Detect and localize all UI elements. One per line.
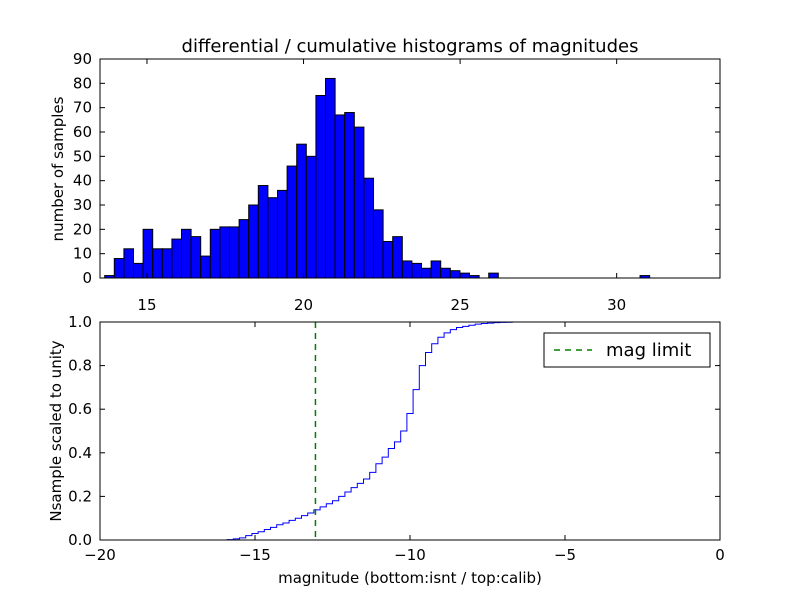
histogram-ytick-label-1: 10	[73, 245, 92, 263]
histogram-bar-13	[229, 226, 240, 279]
histogram-bar-29	[382, 241, 394, 279]
cumulative-y-label: Nsample scaled to unity	[47, 340, 65, 521]
cumulative-xtick-label-4: 0	[715, 546, 725, 564]
histogram-ytick-label-6: 60	[73, 123, 92, 141]
histogram-bar-6	[161, 248, 173, 279]
histogram-ytick-label-4: 40	[73, 172, 92, 190]
histogram-bar-35	[440, 267, 451, 279]
histogram-bar-9	[190, 236, 202, 279]
histogram-bar-28	[373, 209, 384, 279]
histogram-ytick-label-0: 0	[82, 269, 92, 287]
histogram-xtick-label-1: 20	[294, 296, 313, 314]
histogram-bar-8	[181, 228, 192, 279]
histogram-title: differential / cumulative histograms of …	[182, 36, 639, 57]
histogram-bars	[104, 77, 651, 279]
histogram-xtick-label-3: 30	[607, 296, 626, 314]
cumulative-x-label: magnitude (bottom:isnt / top:calib)	[278, 569, 542, 587]
histogram-ytick-label-8: 80	[73, 74, 92, 92]
histogram-bar-24	[334, 114, 346, 279]
cumulative-ytick-label-5: 1.0	[68, 313, 92, 331]
histogram-ytick-label-9: 90	[73, 50, 92, 68]
histogram-ytick-label-7: 70	[73, 99, 92, 117]
histogram-bar-26	[353, 126, 365, 279]
cumulative-ytick-label-4: 0.8	[68, 357, 92, 375]
legend-box	[543, 332, 711, 368]
histogram-bar-30	[392, 236, 403, 279]
histogram-bar-5	[152, 248, 163, 279]
cumulative-ytick-label-1: 0.2	[68, 487, 92, 505]
histogram-bar-40	[488, 272, 499, 279]
histogram-bar-21	[305, 155, 317, 279]
histogram-axes-frame	[99, 58, 721, 279]
cumulative-step-line	[100, 321, 721, 541]
histogram-ytick-label-3: 30	[73, 196, 92, 214]
histogram-bar-31	[401, 260, 413, 279]
legend-label-mag-limit: mag limit	[606, 340, 691, 361]
histogram-ticks: 0 10 20 30 40 50 60 70 80 90 15 20 25 30	[73, 50, 720, 314]
histogram-panel: differential / cumulative histograms of …	[49, 36, 721, 314]
cumulative-xtick-label-3: −5	[554, 546, 576, 564]
histogram-xtick-label-0: 15	[137, 296, 156, 314]
histogram-bar-37	[459, 272, 471, 279]
cumulative-ytick-label-2: 0.4	[68, 444, 92, 462]
histogram-bar-16	[257, 185, 269, 279]
histogram-bar-20	[296, 143, 307, 279]
histogram-bar-32	[411, 262, 423, 279]
histogram-bar-12	[219, 226, 231, 279]
histogram-bar-18	[277, 189, 288, 279]
histogram-y-label: number of samples	[49, 96, 67, 241]
cumulative-xtick-label-1: −15	[239, 546, 271, 564]
cumulative-axes-frame	[99, 321, 721, 541]
histogram-bar-23	[325, 77, 336, 279]
histogram-bar-2	[123, 248, 134, 279]
histogram-xtick-label-2: 25	[451, 296, 470, 314]
cumulative-ytick-label-3: 0.6	[68, 400, 92, 418]
histogram-bar-4	[142, 228, 154, 279]
histogram-bar-34	[430, 260, 442, 279]
legend: mag limit	[543, 332, 711, 368]
histogram-ytick-label-5: 50	[73, 147, 92, 165]
histogram-bar-36	[449, 270, 461, 279]
histogram-bar-27	[363, 177, 375, 279]
cumulative-xtick-label-0: −20	[84, 546, 116, 564]
cumulative-panel: 0.0 0.2 0.4 0.6 0.8 1.0 −20 −15 −10 −5 0 magnitude…	[47, 313, 725, 587]
histogram-bar-22	[315, 95, 327, 279]
histogram-bar-19	[286, 165, 298, 279]
histogram-bar-25	[344, 112, 355, 279]
histogram-bar-1	[113, 258, 125, 279]
histogram-bar-33	[421, 267, 432, 279]
cumulative-ticks: 0.0 0.2 0.4 0.6 0.8 1.0 −20 −15 −10 −5 0	[68, 313, 725, 564]
histogram-bar-3	[132, 262, 144, 279]
cumulative-xtick-label-2: −10	[394, 546, 426, 564]
histogram-bar-11	[209, 228, 221, 279]
histogram-bar-10	[200, 255, 211, 279]
histogram-bar-14	[238, 219, 250, 279]
histogram-bar-17	[267, 197, 279, 279]
histogram-bar-7	[171, 238, 183, 279]
cumulative-ytick-label-0: 0.0	[68, 531, 92, 549]
histogram-ytick-label-2: 20	[73, 220, 92, 238]
histogram-bar-15	[248, 204, 259, 279]
